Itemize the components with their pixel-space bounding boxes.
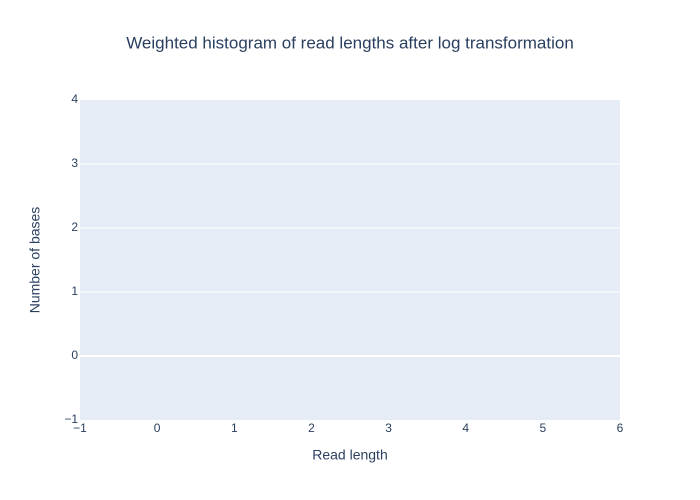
x-tick-label: 6 [617, 421, 624, 435]
x-axis-title: Read length [312, 447, 388, 463]
x-tick-label: 1 [231, 421, 238, 435]
x-tick-label: 3 [385, 421, 392, 435]
chart-title: Weighted histogram of read lengths after… [126, 33, 574, 52]
y-tick-label: −1 [64, 412, 78, 426]
x-tick-label: 5 [540, 421, 547, 435]
y-axis-title: Number of bases [27, 207, 43, 314]
plot-area [80, 100, 620, 420]
x-tick-label: −1 [73, 421, 87, 435]
y-tick-label: 1 [71, 284, 78, 298]
y-tick-label: 0 [71, 348, 78, 362]
y-tick-label: 3 [71, 156, 78, 170]
y-tick-label: 2 [71, 220, 78, 234]
x-tick-label: 4 [462, 421, 469, 435]
x-tick-label: 0 [154, 421, 161, 435]
x-tick-label: 2 [308, 421, 315, 435]
y-tick-label: 4 [71, 92, 78, 106]
